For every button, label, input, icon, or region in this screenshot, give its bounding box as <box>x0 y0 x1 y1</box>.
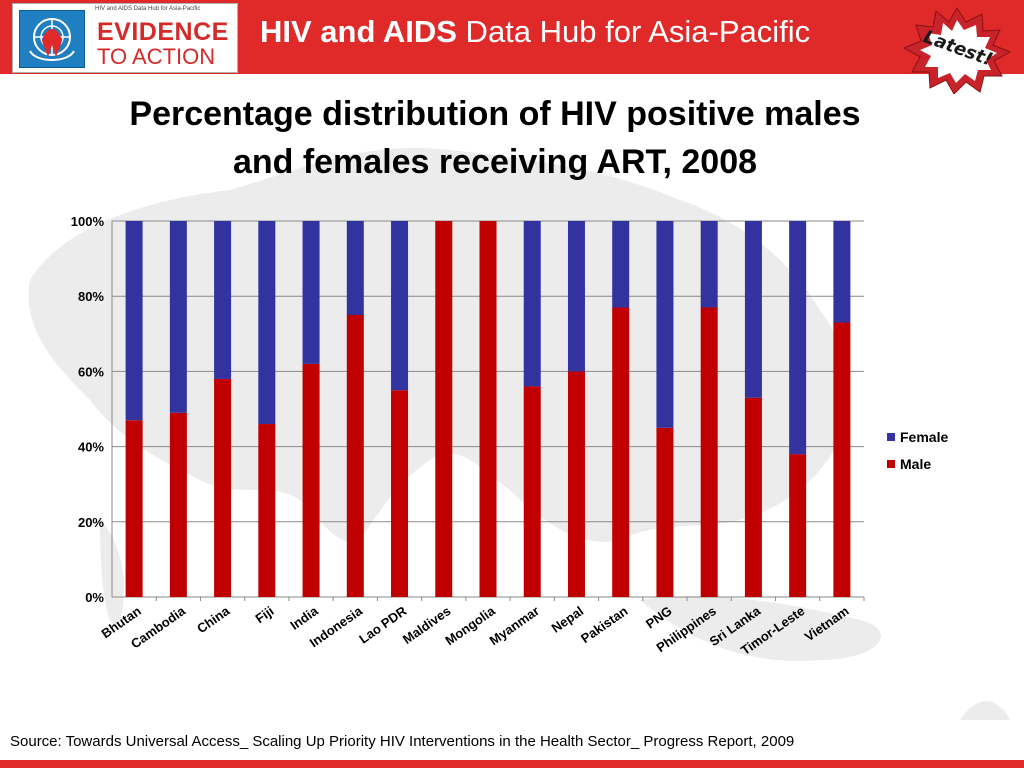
bar-female <box>125 221 143 421</box>
bar-male <box>479 221 497 597</box>
bar-female <box>391 221 409 391</box>
bar-female <box>302 221 320 364</box>
bar-female <box>214 221 232 379</box>
x-tick-label: Vietnam <box>802 603 852 644</box>
bar-male <box>523 386 541 597</box>
bar-male <box>744 397 762 597</box>
legend-swatch <box>887 433 895 441</box>
bar-male <box>125 420 143 597</box>
bar-female <box>169 221 187 413</box>
bar-female <box>523 221 541 387</box>
x-tick-label: India <box>287 603 321 633</box>
x-tick-label: Myanmar <box>487 603 542 648</box>
latest-badge-icon[interactable] <box>896 6 1018 94</box>
bar-female <box>700 221 718 308</box>
bar-male <box>258 424 276 597</box>
bar-male <box>169 412 187 597</box>
hub-title: HIV and AIDS Data Hub for Asia-Pacific <box>260 14 810 50</box>
x-tick-label: China <box>194 603 233 636</box>
un-emblem-icon <box>19 10 85 68</box>
logo-tagline: HIV and AIDS Data Hub for Asia-Pacific <box>95 6 201 12</box>
legend-label: Female <box>900 429 948 445</box>
hub-title-rest: Data Hub for Asia-Pacific <box>456 14 811 49</box>
bar-male <box>789 454 807 597</box>
bar-female <box>258 221 276 425</box>
y-tick-label: 60% <box>78 364 104 379</box>
evidence-to-action-logo[interactable]: HIV and AIDS Data Hub for Asia-Pacific E… <box>12 3 238 73</box>
chart-title-line2: and females receiving ART, 2008 <box>232 143 758 181</box>
bar-female <box>567 221 585 372</box>
bar-male <box>833 322 851 597</box>
y-tick-label: 40% <box>78 440 104 455</box>
header-bar: HIV and AIDS Data Hub for Asia-Pacific E… <box>0 0 1024 74</box>
bar-female <box>833 221 851 323</box>
x-tick-label: Lao PDR <box>356 603 409 647</box>
bar-female <box>744 221 762 398</box>
bar-male <box>214 378 232 597</box>
chart-title: Percentage distribution of HIV positive … <box>30 90 960 186</box>
logo-to-action-text: TO ACTION <box>97 44 216 69</box>
footer-bar <box>0 760 1024 768</box>
legend-swatch <box>887 460 895 468</box>
bar-male <box>435 221 453 597</box>
y-tick-label: 100% <box>71 214 105 229</box>
y-tick-label: 0% <box>85 590 104 605</box>
bar-male <box>302 363 320 597</box>
x-tick-label: PNG <box>643 603 675 631</box>
bar-male <box>567 371 585 597</box>
source-note: Source: Towards Universal Access_ Scalin… <box>10 733 795 750</box>
logo-evidence-text: EVIDENCE <box>97 18 229 46</box>
legend-label: Male <box>900 456 931 472</box>
bar-male <box>391 390 409 597</box>
x-tick-label: Pakistan <box>578 603 630 646</box>
bar-female <box>656 221 674 428</box>
hub-title-bold: HIV and AIDS <box>260 14 457 49</box>
y-tick-label: 20% <box>78 515 104 530</box>
chart-title-line1: Percentage distribution of HIV positive … <box>129 95 861 133</box>
bar-male <box>700 307 718 597</box>
bar-female <box>612 221 630 308</box>
bar-male <box>612 307 630 597</box>
bar-male <box>346 315 364 597</box>
y-tick-label: 80% <box>78 289 104 304</box>
x-tick-label: Fiji <box>253 603 277 626</box>
bar-female <box>346 221 364 315</box>
bar-male <box>656 427 674 597</box>
bar-female <box>789 221 807 455</box>
